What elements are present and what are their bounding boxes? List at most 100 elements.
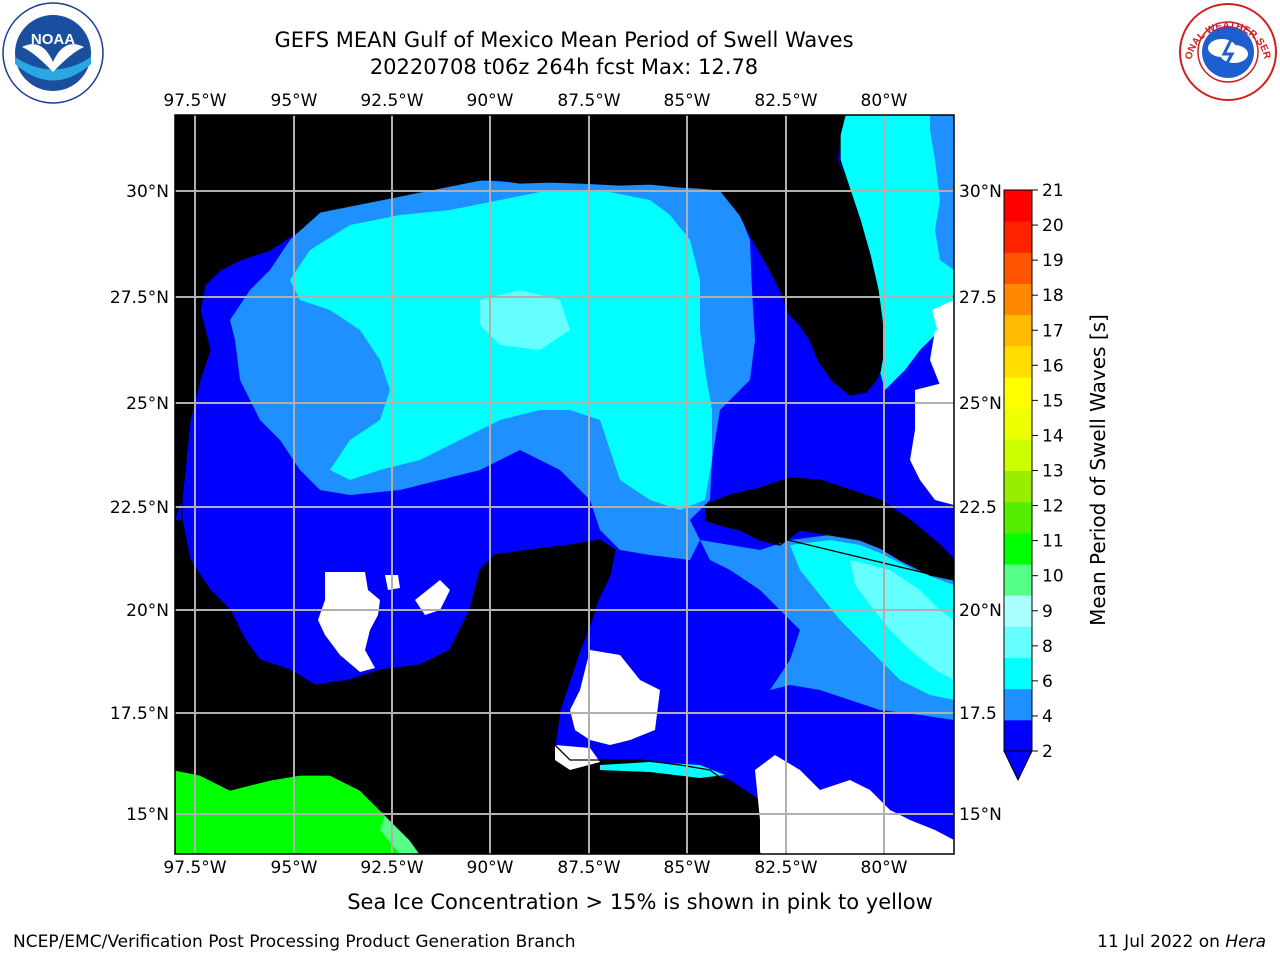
footer-host: Hera (1225, 932, 1266, 952)
colorbar: 2 4 6 8 9 10 11 12 13 14 15 16 17 18 19 20 21 (1003, 181, 1064, 782)
coastline-pacific (175, 769, 421, 854)
colorbar-label: Mean Period of Swell Waves [s] (1086, 314, 1110, 626)
colorbar-tick-label-8: 13 (1042, 462, 1064, 482)
map-frame (174, 114, 955, 855)
footer-credit: NCEP/EMC/Verification Post Processing Pr… (13, 932, 576, 952)
no-data-areas (318, 300, 954, 854)
lon-label-bottom-3: 90°W (467, 858, 514, 878)
lat-label-left-5: 17.5°N (110, 704, 169, 724)
band-6-8-caribbean (790, 540, 954, 700)
no-data-patch-small-2 (415, 580, 450, 615)
colorbar-cell-16 (1004, 221, 1032, 253)
colorbar-tick-label-15: 20 (1042, 216, 1064, 236)
latitude-labels-right: 30°N 27.5 25°N 22.5 20°N 17.5 15°N (959, 182, 1002, 825)
no-data-patch-yucatan-east (570, 650, 660, 745)
no-data-patch-atlantic-east (930, 330, 954, 390)
colorbar-tick-label-12: 17 (1042, 321, 1064, 341)
colorbar-cell-13 (1004, 314, 1032, 347)
band-8-9-patch (480, 290, 570, 350)
colorbar-under-triangle (1003, 750, 1033, 782)
lat-label-left-1: 27.5°N (110, 288, 169, 308)
colorbar-cell-3 (1004, 626, 1032, 658)
lat-label-left-6: 15°N (126, 805, 169, 825)
lon-label-bottom-4: 87.5°W (557, 858, 620, 878)
colorbar-cell-2 (1004, 657, 1032, 690)
no-data-patch-honduras-north (755, 755, 954, 854)
colorbar-tick-label-1: 4 (1042, 707, 1053, 727)
lon-label-bottom-5: 85°W (664, 858, 711, 878)
lat-label-left-2: 25°N (126, 394, 169, 414)
lon-label-top-0: 97.5°W (163, 91, 226, 111)
colorbar-cell-10 (1004, 408, 1032, 440)
colorbar-cell-4 (1004, 595, 1032, 627)
chart-subtitle: 20220708 t06z 264h fcst Max: 12.78 (369, 55, 759, 79)
band-strip-honduras (600, 762, 725, 778)
lat-label-left-4: 20°N (126, 601, 169, 621)
colorbar-cell-9 (1004, 439, 1032, 471)
lat-label-right-3: 22.5 (959, 498, 997, 518)
lon-label-top-3: 90°W (467, 91, 514, 111)
chart-title: GEFS MEAN Gulf of Mexico Mean Period of … (274, 28, 854, 52)
longitude-labels-bottom: 97.5°W 95°W 92.5°W 90°W 87.5°W 85°W 82.5°W 80°W (163, 858, 907, 878)
coastline-cuba (704, 477, 954, 581)
lon-label-top-4: 87.5°W (557, 91, 620, 111)
colorbar-tick-label-14: 19 (1042, 251, 1064, 271)
footer-date: 11 Jul 2022 on Hera (1097, 932, 1266, 952)
colorbar-cell-14 (1004, 283, 1032, 316)
lat-label-right-4: 20°N (959, 601, 1002, 621)
pacific-green-area (175, 770, 420, 854)
colorbar-cell-5 (1004, 564, 1032, 596)
band-10-11-pacific (175, 770, 420, 854)
lon-label-bottom-1: 95°W (271, 858, 318, 878)
colorbar-cell-6 (1004, 532, 1032, 565)
colorbar-tick-label-5: 10 (1042, 567, 1064, 587)
colorbar-cell-12 (1004, 345, 1032, 378)
latitude-labels-left: 30°N 27.5°N 25°N 22.5°N 20°N 17.5°N 15°N (110, 182, 169, 825)
band-4-6-atlantic (930, 115, 954, 270)
national-weather-service-logo: NATIONAL WEATHER SERVICE (1178, 2, 1277, 101)
colorbar-cell-11 (1004, 377, 1032, 409)
lon-label-top-1: 95°W (271, 91, 318, 111)
lon-label-top-5: 85°W (664, 91, 711, 111)
noaa-logo-text: NOAA (31, 31, 75, 48)
lon-label-top-7: 80°W (861, 91, 908, 111)
lat-label-right-2: 25°N (959, 394, 1002, 414)
colorbar-cell-0 (1004, 719, 1032, 752)
colorbar-tick-label-3: 8 (1042, 637, 1053, 657)
band-6-8-atlantic (840, 115, 954, 390)
colorbar-cell-8 (1004, 470, 1032, 503)
swell-period-bands (230, 115, 954, 778)
coastline-mexico (181, 500, 761, 854)
land-us-gulf-coast (175, 115, 880, 520)
lat-label-right-5: 17.5 (959, 704, 997, 724)
footer-date-text: 11 Jul 2022 on (1097, 932, 1226, 952)
no-data-patch-bahamas (910, 380, 954, 505)
colorbar-tick-label-13: 18 (1042, 286, 1064, 306)
lon-label-bottom-6: 82.5°W (754, 858, 817, 878)
band-8-9-pacific-edge (380, 815, 420, 854)
colorbar-cell-17 (1004, 190, 1032, 222)
lat-label-right-0: 30°N (959, 182, 1002, 202)
land-florida-east (828, 115, 884, 380)
lon-label-top-6: 82.5°W (754, 91, 817, 111)
lat-label-right-6: 15°N (959, 805, 1002, 825)
colorbar-tick-label-11: 16 (1042, 356, 1064, 376)
graticule (175, 115, 954, 854)
colorbar-tick-label-2: 6 (1042, 672, 1053, 692)
colorbar-tick-label-16: 21 (1042, 181, 1064, 201)
colorbar-tick-label-4: 9 (1042, 602, 1053, 622)
lon-label-top-2: 92.5°W (360, 91, 423, 111)
lon-label-bottom-0: 97.5°W (163, 858, 226, 878)
colorbar-cell-7 (1004, 501, 1032, 534)
lon-label-bottom-7: 80°W (861, 858, 908, 878)
longitude-labels-top: 97.5°W 95°W 92.5°W 90°W 87.5°W 85°W 82.5°W 80°W (163, 91, 907, 111)
colorbar-tick-label-6: 11 (1042, 532, 1064, 552)
lat-label-left-0: 30°N (126, 182, 169, 202)
band-6-8-gulf (290, 190, 712, 510)
lon-label-bottom-2: 92.5°W (360, 858, 423, 878)
no-data-patch-campeche (318, 572, 380, 672)
colorbar-cell-15 (1004, 252, 1032, 284)
map-panel (175, 115, 954, 854)
colorbar-tick-label-0: 2 (1042, 742, 1053, 762)
sea-ice-note: Sea Ice Concentration > 15% is shown in … (347, 890, 933, 914)
